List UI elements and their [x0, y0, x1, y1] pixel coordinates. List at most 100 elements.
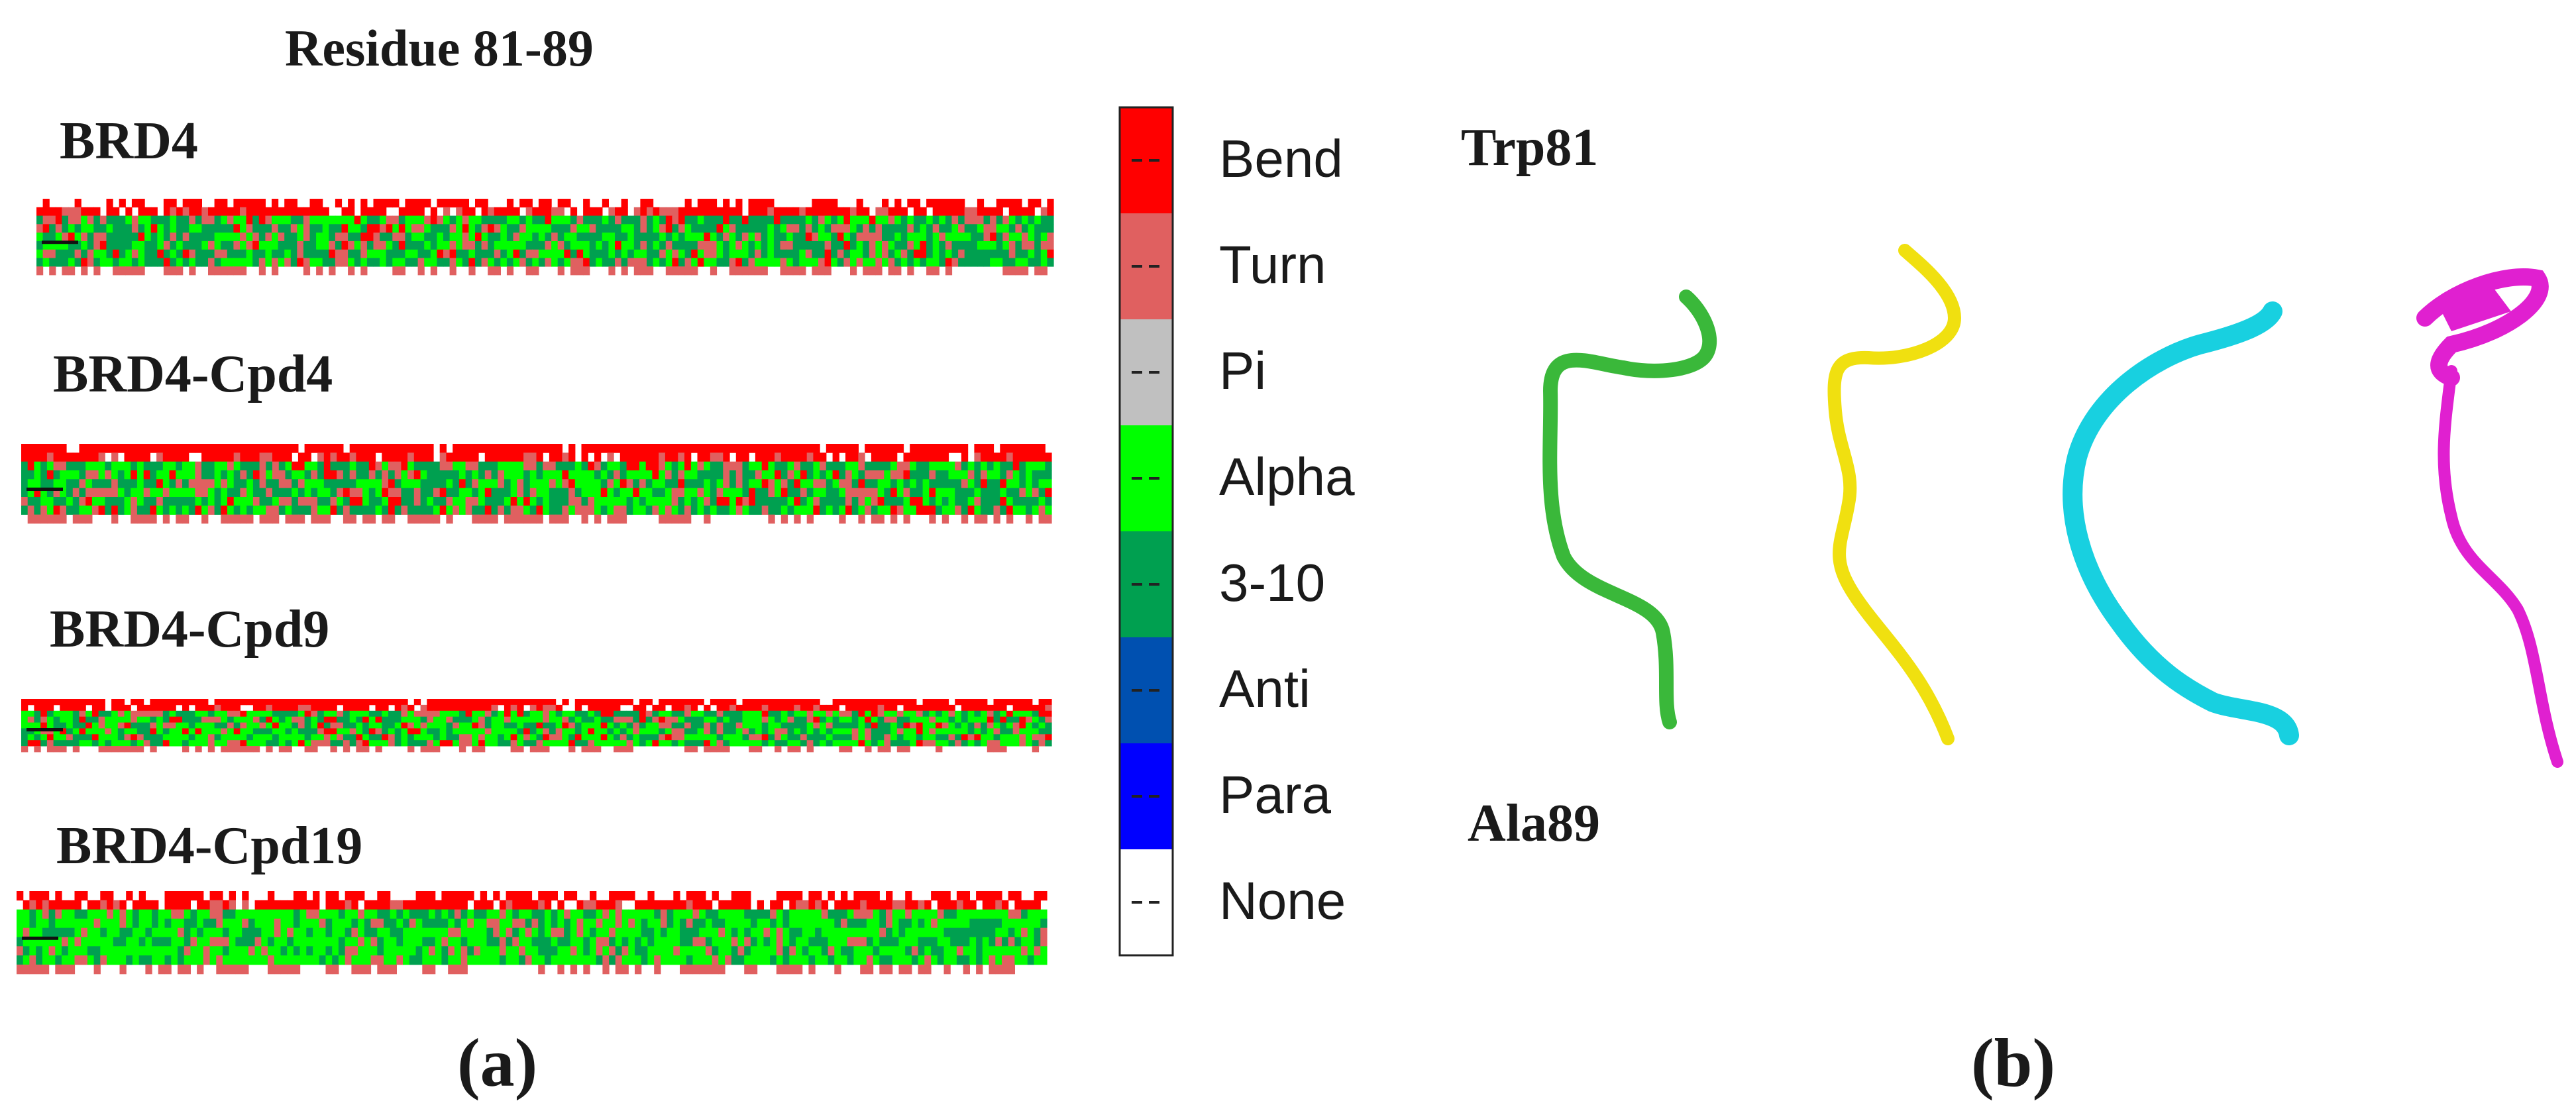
dssp-cell — [945, 258, 953, 267]
dssp-cell — [403, 918, 410, 928]
dssp-cell — [266, 710, 273, 717]
dssp-cell — [961, 734, 969, 741]
dssp-cell — [731, 891, 739, 901]
dssp-cell — [405, 224, 412, 233]
dssp-cell — [34, 722, 41, 729]
dssp-cell — [201, 740, 209, 747]
dssp-cell — [824, 224, 832, 233]
dssp-cell — [645, 497, 653, 506]
dssp-cell — [454, 918, 462, 928]
dssp-cell — [111, 514, 119, 524]
dssp-cell — [1034, 927, 1041, 937]
dssp-cell — [1032, 505, 1040, 515]
dssp-cell — [272, 199, 279, 208]
dssp-cell — [150, 740, 157, 747]
dssp-cell — [100, 955, 107, 965]
dssp-cell — [982, 891, 990, 901]
dssp-cell — [678, 233, 686, 242]
dssp-cell — [608, 249, 616, 258]
dssp-cell — [201, 722, 209, 729]
dssp-cell — [394, 470, 402, 480]
dssp-cell — [170, 199, 177, 208]
dssp-cell — [360, 199, 368, 208]
dssp-cell — [433, 734, 441, 741]
dssp-cell — [529, 734, 537, 741]
dssp-cell — [839, 699, 846, 706]
dssp-cell — [413, 728, 421, 735]
dssp-cell — [111, 470, 119, 480]
dssp-cell — [773, 240, 781, 250]
dssp-cell — [472, 722, 479, 729]
dssp-cell — [723, 258, 730, 267]
dssp-cell — [744, 937, 751, 947]
dssp-cell — [684, 514, 692, 524]
dssp-cell — [330, 710, 337, 717]
dssp-cell — [794, 699, 801, 706]
dssp-cell — [74, 937, 81, 947]
dssp-cell — [680, 900, 687, 910]
dssp-cell — [937, 927, 945, 937]
dssp-cell — [775, 734, 782, 741]
dssp-cell — [105, 444, 112, 453]
dssp-cell — [967, 470, 975, 480]
dssp-cell — [538, 240, 546, 250]
dssp-cell — [723, 461, 730, 471]
dssp-cell — [761, 710, 769, 717]
dssp-cell — [494, 266, 501, 276]
dssp-cell — [316, 199, 323, 208]
dssp-cell — [55, 937, 62, 947]
dssp-cell — [964, 240, 971, 250]
dssp-cell — [36, 891, 43, 901]
dssp-cell — [850, 215, 857, 225]
dssp-cell — [486, 937, 494, 947]
dssp-cell — [581, 514, 588, 524]
dssp-cell — [338, 937, 346, 947]
dssp-cell — [1045, 452, 1052, 462]
dssp-cell — [297, 728, 305, 735]
dssp-cell — [557, 233, 564, 242]
dssp-cell — [405, 199, 412, 208]
dssp-cell — [690, 710, 698, 717]
dssp-cell — [66, 505, 74, 515]
dssp-cell — [665, 233, 672, 242]
dssp-cell — [741, 258, 749, 267]
dssp-cell — [1021, 946, 1028, 956]
dssp-cell — [987, 497, 994, 506]
dssp-cell — [1012, 497, 1020, 506]
dssp-cell — [523, 497, 531, 506]
dssp-cell — [659, 470, 666, 480]
dssp-cell — [504, 444, 511, 453]
dssp-cell — [929, 722, 936, 729]
dssp-cell — [699, 918, 706, 928]
dssp-cell — [252, 716, 260, 723]
dssp-cell — [549, 452, 557, 462]
dssp-cell — [510, 470, 517, 480]
dssp-cell — [775, 452, 782, 462]
dssp-cell — [626, 488, 633, 498]
dssp-cell — [49, 258, 56, 267]
dssp-cell — [119, 233, 126, 242]
dssp-cell — [602, 224, 609, 233]
dssp-cell — [678, 266, 686, 276]
dssp-cell — [588, 497, 595, 506]
dssp-cell — [119, 909, 127, 920]
dssp-cell — [72, 704, 80, 712]
dssp-cell — [519, 900, 526, 910]
dssp-cell — [652, 722, 659, 729]
dssp-cell — [926, 249, 934, 258]
dssp-cell — [806, 716, 814, 723]
dssp-cell — [775, 722, 782, 729]
dssp-cell — [349, 699, 356, 706]
dssp-cell — [877, 716, 885, 723]
dssp-cell — [1032, 452, 1040, 462]
dssp-cell — [890, 479, 898, 488]
dssp-cell — [207, 470, 215, 480]
dssp-cell — [460, 900, 468, 910]
dssp-cell — [875, 249, 883, 258]
dssp-cell — [903, 461, 910, 471]
dssp-cell — [345, 909, 352, 920]
dssp-cell — [1038, 722, 1046, 729]
dssp-cell — [607, 479, 614, 488]
dssp-cell — [472, 728, 479, 735]
dssp-cell — [491, 452, 498, 462]
